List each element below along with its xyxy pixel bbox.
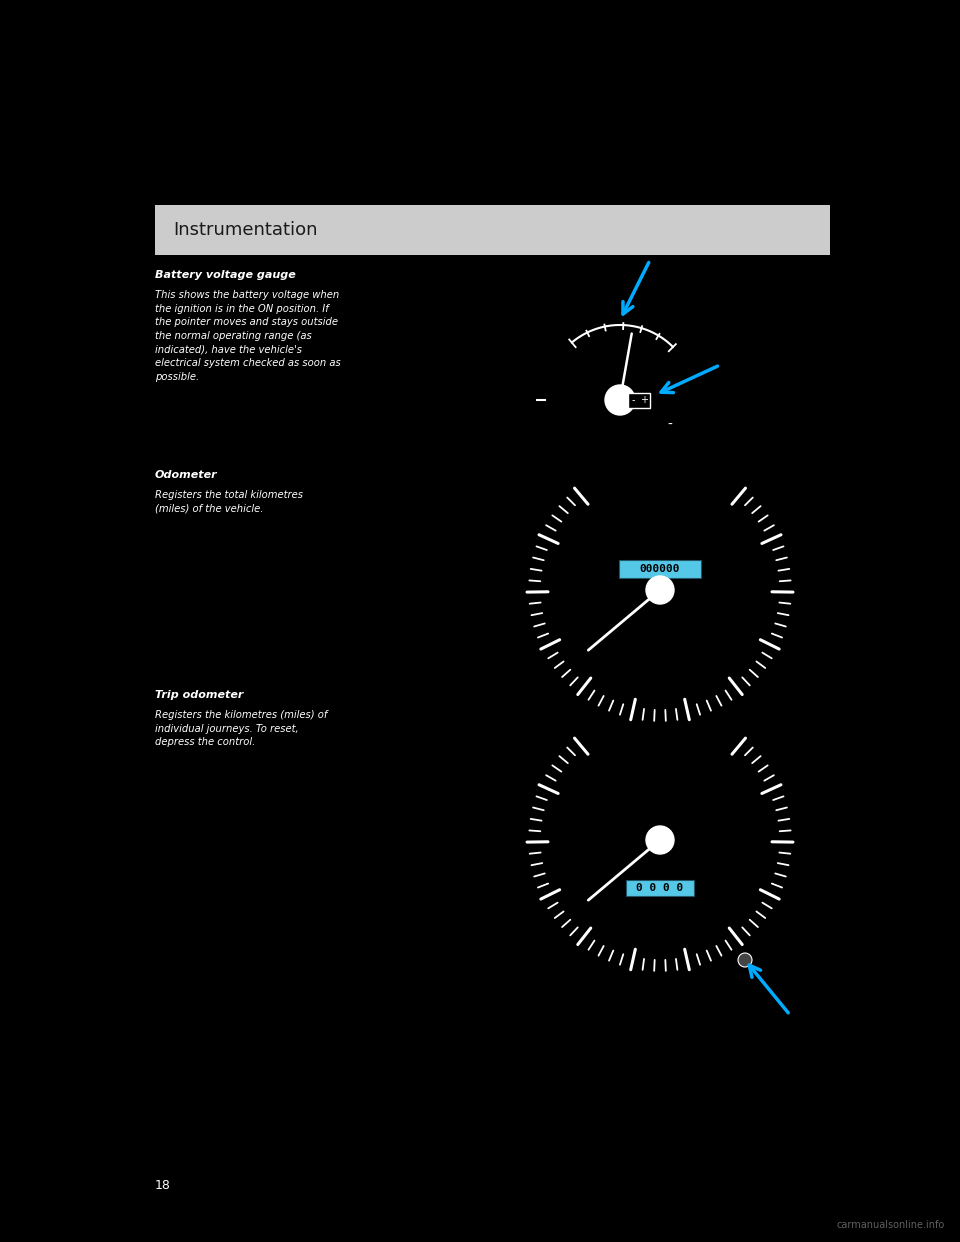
Bar [619,560,701,578]
Text: carmanualsonline.info: carmanualsonline.info [837,1220,945,1230]
Text: Trip odometer: Trip odometer [155,691,244,700]
Text: Odometer: Odometer [155,469,218,479]
Text: Battery voltage gauge: Battery voltage gauge [155,270,296,279]
Bar [626,881,694,895]
Text: +: + [640,395,648,405]
Text: Registers the kilometres (miles) of
individual journeys. To reset,
depress the c: Registers the kilometres (miles) of indi… [155,710,327,748]
Text: This shows the battery voltage when
the ignition is in the ON position. If
the p: This shows the battery voltage when the … [155,289,341,381]
Text: -: - [632,395,635,405]
Circle shape [738,953,752,968]
Circle shape [646,826,674,854]
Text: 0 0 0 0: 0 0 0 0 [636,883,684,893]
Bar [155,205,830,255]
Circle shape [646,576,674,604]
Text: 18: 18 [155,1179,171,1192]
Text: -: - [667,419,672,432]
Bar [628,392,650,407]
Circle shape [605,385,635,415]
Text: Registers the total kilometres
(miles) of the vehicle.: Registers the total kilometres (miles) o… [155,491,303,514]
Text: Instrumentation: Instrumentation [173,221,318,238]
Text: 000000: 000000 [639,564,681,574]
